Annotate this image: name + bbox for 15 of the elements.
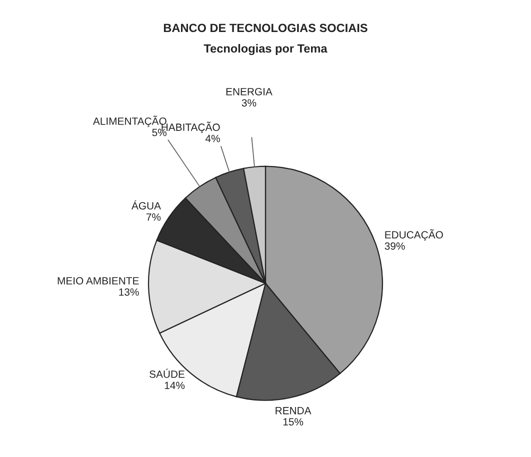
data-label: 13% [119,288,139,296]
slice-label: EDUCAÇÃO [385,229,443,241]
slice-label: ÁGUA [131,200,161,210]
data-label: 39% [384,242,405,250]
slice-label: RENDA [276,407,312,414]
data-label: 14% [164,382,185,390]
data-label: 4% [205,134,220,142]
chart-title: BANCO DE TECNOLOGIAS SOCIAIS [164,24,368,32]
slice-label: SAÚDE [150,368,185,378]
chart-subtitle: Tecnologias por Tema [204,44,328,56]
data-label: 15% [283,418,304,426]
data-label: 3% [242,99,256,107]
slice-label: MEIO AMBIENTE [58,277,139,284]
slice-label: ENERGIA [226,88,272,96]
data-label: 7% [146,213,161,221]
